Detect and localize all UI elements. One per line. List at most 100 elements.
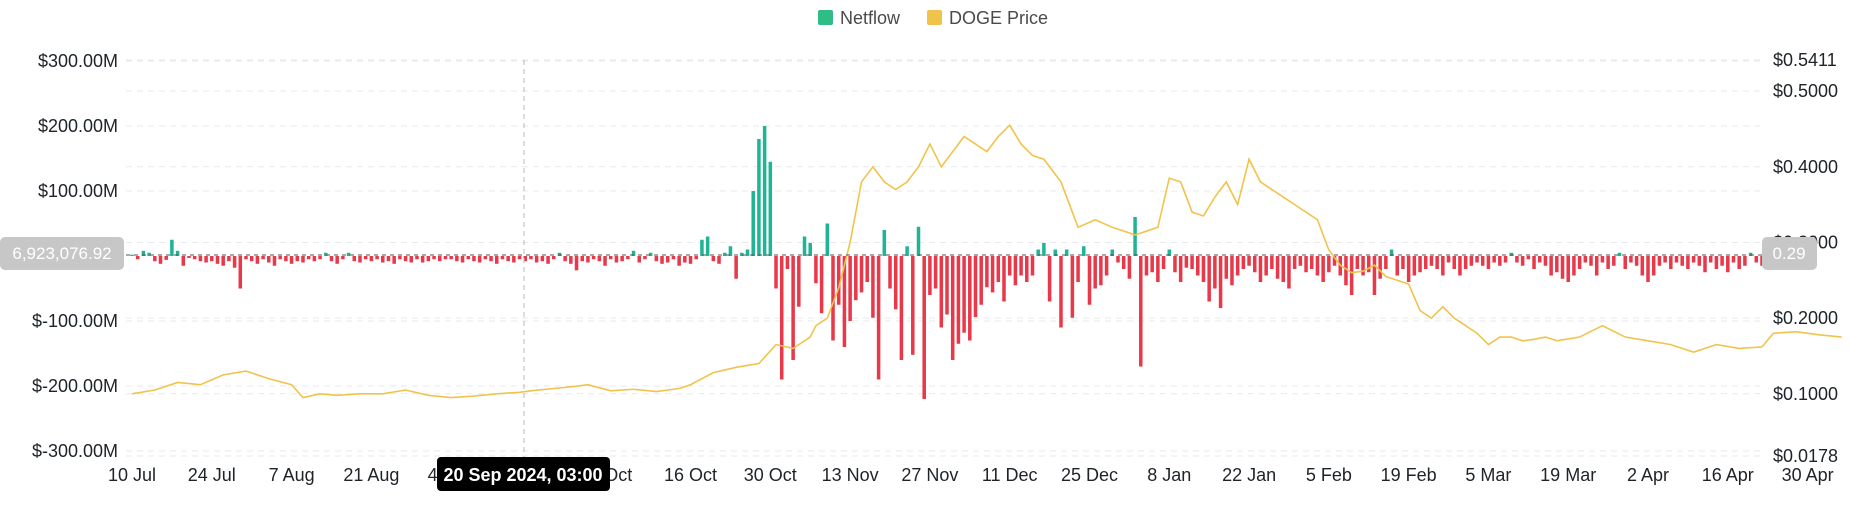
netflow-bar [1566, 256, 1570, 282]
netflow-bar [990, 256, 995, 293]
crosshair-date-tooltip: 20 Sep 2024, 03:00 [437, 457, 610, 491]
netflow-bar [996, 256, 1001, 282]
netflow-bar [346, 252, 351, 256]
y-left-tick-label: $200.00M [38, 116, 118, 136]
netflow-bar [215, 256, 220, 264]
y-left-tick-label: $-100.00M [32, 311, 118, 331]
netflow-bar [1469, 256, 1474, 266]
netflow-bar [432, 256, 436, 260]
grid-lines [126, 59, 1762, 457]
netflow-bar [426, 256, 431, 262]
netflow-bar [284, 256, 288, 262]
netflow-bar [460, 256, 465, 263]
netflow-bar [797, 256, 801, 307]
netflow-bar [1395, 256, 1399, 276]
netflow-bar [677, 256, 681, 266]
netflow-bar [141, 250, 146, 256]
netflow-bar [1600, 256, 1605, 263]
netflow-bar [494, 256, 499, 264]
netflow-bar [1629, 256, 1633, 263]
x-tick-label: 13 Nov [822, 465, 879, 485]
crosshair-netflow-label: 6,923,076.92 [12, 244, 111, 263]
netflow-bar [1418, 256, 1422, 273]
netflow-bar [757, 139, 761, 256]
netflow-bar [842, 256, 847, 347]
netflow-bar [1304, 256, 1308, 273]
netflow-bar [1127, 256, 1132, 279]
netflow-bar [705, 236, 710, 256]
netflow-bar [1344, 256, 1348, 286]
netflow-bar [443, 256, 448, 260]
netflow-bar [278, 256, 282, 260]
legend-netflow[interactable]: Netflow [818, 8, 901, 28]
netflow-bar [164, 256, 168, 260]
netflow-bar [631, 250, 636, 256]
netflow-bar [1486, 256, 1491, 269]
netflow-bar [500, 256, 505, 260]
netflow-bar [1669, 256, 1673, 269]
netflow-bar [608, 256, 613, 260]
netflow-bar [1492, 256, 1496, 263]
netflow-bar [1258, 256, 1263, 282]
legend[interactable]: Netflow DOGE Price [818, 8, 1048, 28]
netflow-bar [289, 256, 294, 264]
netflow-bar [227, 256, 231, 262]
y-left-tick-label: $-200.00M [32, 376, 118, 396]
netflow-bar [871, 256, 875, 318]
netflow-bar [683, 256, 687, 263]
x-tick-label: 7 Aug [269, 465, 315, 485]
netflow-bar [1754, 256, 1759, 263]
netflow-bar [147, 252, 151, 256]
netflow-bar [477, 256, 482, 263]
netflow-bar [392, 256, 396, 264]
netflow-bar [1714, 256, 1719, 269]
netflow-bar [1070, 256, 1075, 318]
netflow-bar [1441, 256, 1445, 276]
netflow-bar [1030, 256, 1035, 276]
netflow-bar [210, 256, 214, 262]
x-tick-label: 5 Feb [1306, 465, 1352, 485]
netflow-bar [483, 256, 488, 260]
netflow-bar [192, 256, 197, 260]
netflow-bar [1104, 256, 1109, 276]
netflow-bar [740, 252, 744, 256]
netflow-bar [489, 256, 493, 262]
x-tick-label: 30 Oct [744, 465, 797, 485]
netflow-bar [745, 249, 750, 256]
netflow-bar [506, 256, 510, 262]
crosshair-price-label: 0.29 [1772, 244, 1805, 263]
netflow-bar [1720, 256, 1724, 266]
netflow-bar [272, 256, 277, 266]
netflow-bar [905, 246, 909, 256]
netflow-bar [1116, 256, 1120, 263]
netflow-bar [888, 256, 892, 289]
netflow-bar [1327, 256, 1331, 273]
netflow-bar [1121, 256, 1126, 269]
crosshair-date-label: 20 Sep 2024, 03:00 [443, 465, 602, 485]
netflow-bar [466, 256, 471, 260]
y-right-tick-label: $0.0178 [1773, 446, 1838, 466]
netflow-bar [1503, 256, 1508, 263]
netflow-bar [130, 254, 134, 256]
netflow-bar [956, 256, 961, 344]
crosshair-netflow-value: 6,923,076.92 [0, 237, 124, 270]
netflow-bar [1270, 256, 1274, 269]
netflow-bar [540, 256, 545, 262]
netflow-bar [1458, 256, 1462, 276]
netflow-bar [854, 256, 858, 301]
netflow-bar [1412, 256, 1417, 276]
netflow-bar [306, 256, 311, 260]
netflow-bar [774, 256, 778, 289]
netflow-bar [614, 256, 619, 263]
legend-price[interactable]: DOGE Price [927, 8, 1048, 28]
netflow-bar [569, 256, 573, 264]
netflow-bar [1651, 256, 1656, 276]
x-tick-label: 5 Mar [1465, 465, 1511, 485]
netflow-bar [381, 256, 385, 263]
netflow-bar [1406, 256, 1411, 282]
netflow-bar [221, 256, 225, 266]
netflow-bar [700, 239, 704, 256]
netflow-bar [1401, 256, 1405, 269]
netflow-bar [603, 256, 607, 266]
